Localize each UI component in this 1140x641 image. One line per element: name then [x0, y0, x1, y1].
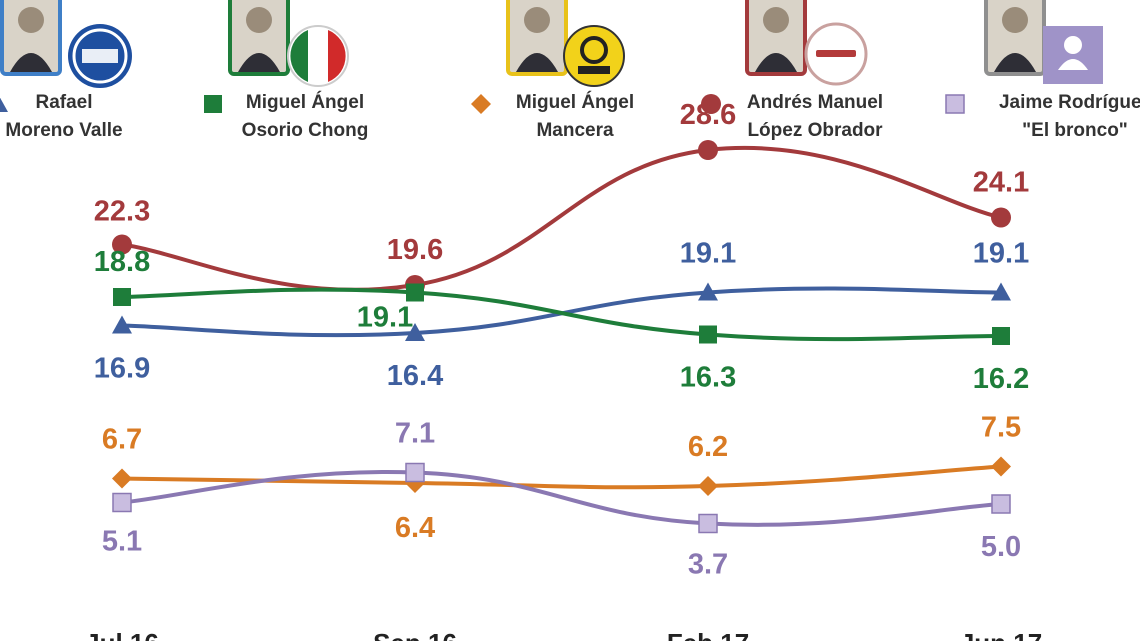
- series-line-prd: [120, 464, 1003, 490]
- photo-head-icon: [246, 7, 272, 33]
- pan-logo-band-icon: [82, 49, 118, 63]
- silhouette-body-icon: [1058, 59, 1088, 70]
- data-point-independiente-sep-16: [405, 462, 425, 483]
- prd-sun-icon: [580, 36, 608, 64]
- data-point-pan-jul-16: [112, 315, 132, 334]
- data-label-pri-jul-16: 18.8: [94, 246, 150, 278]
- silhouette-head-icon: [1064, 36, 1082, 54]
- legend-name-line2: Osorio Chong: [242, 120, 369, 141]
- data-point-pan-feb-17: [698, 282, 718, 301]
- legend-item-pri: Miguel Ángel Osorio Chong: [204, 0, 368, 141]
- legend: Rafael Moreno Valle Miguel Ángel Osorio Cho…: [0, 0, 1140, 141]
- data-point-independiente-feb-17: [698, 513, 718, 534]
- candidate-photo: [745, 0, 807, 76]
- prd-logo-icon: [563, 25, 625, 87]
- legend-name-line1: Miguel Ángel: [246, 91, 364, 113]
- x-tick-feb-17: Feb 17: [667, 628, 749, 641]
- data-label-prd-sep-16: 6.4: [395, 512, 435, 544]
- data-label-independiente-feb-17: 3.7: [688, 549, 728, 581]
- pri-red-icon: [328, 30, 346, 82]
- photo-head-icon: [524, 7, 550, 33]
- data-label-morena-feb-17: 28.6: [680, 99, 736, 131]
- data-point-pri-jul-16: [113, 288, 131, 306]
- legend-name-line1: Andrés Manuel: [747, 92, 883, 113]
- data-label-prd-feb-17: 6.2: [688, 431, 728, 463]
- legend-name-line1: Rafael: [35, 92, 92, 113]
- data-label-prd-jun-17: 7.5: [981, 412, 1021, 444]
- series-markers: [112, 140, 1011, 534]
- data-label-pan-sep-16: 16.4: [387, 360, 443, 392]
- legend-item-prd: Miguel Ángel Mancera: [471, 0, 634, 141]
- candidate-photo: [0, 0, 62, 76]
- legend-name-line1: Miguel Ángel: [516, 91, 634, 113]
- data-label-morena-jun-17: 24.1: [973, 167, 1029, 199]
- data-labels: 22.3 19.6 28.6 24.1 16.9 16.4 19.1 19.1 18.8 19.1…: [94, 99, 1029, 581]
- morena-wordmark-icon: [816, 50, 856, 57]
- independent-logo-icon: [1043, 26, 1103, 84]
- data-label-pri-jun-17: 16.2: [973, 363, 1029, 395]
- data-point-pri-sep-16: [406, 283, 424, 302]
- data-label-prd-jul-16: 6.7: [102, 424, 142, 456]
- legend-item-independiente: Jaime Rodríguez "El bronco": [945, 0, 1140, 141]
- pri-green-icon: [290, 30, 308, 82]
- data-label-morena-jul-16: 22.3: [94, 196, 150, 228]
- legend-item-pan: Rafael Moreno Valle: [0, 0, 132, 141]
- legend-name-line2: Moreno Valle: [5, 120, 122, 141]
- data-label-independiente-jun-17: 5.0: [981, 531, 1021, 563]
- legend-name-line2: Mancera: [536, 120, 614, 141]
- series-line-morena: [120, 145, 1003, 292]
- series-line-independiente: [120, 470, 1003, 527]
- prd-text-icon: [578, 66, 610, 74]
- legend-item-morena: Andrés Manuel López Obrador: [701, 0, 883, 141]
- data-point-pri-jun-17: [992, 327, 1010, 345]
- data-point-morena-feb-17: [698, 140, 718, 160]
- data-point-pan-jun-17: [991, 282, 1011, 301]
- data-label-pri-feb-17: 16.3: [680, 362, 736, 394]
- x-tick-jul-16: Jul 16: [85, 628, 159, 641]
- legend-marker-pri: [204, 95, 222, 113]
- x-axis-tick-labels: Jul 16 Sep 16 Feb 17 Jun 17: [85, 628, 1042, 641]
- data-point-prd-feb-17: [698, 476, 718, 496]
- photo-suit-icon: [516, 53, 558, 72]
- data-point-prd-jun-17: [991, 456, 1011, 477]
- legend-marker-prd: [471, 94, 491, 114]
- data-point-pri-feb-17: [699, 325, 717, 344]
- series-lines: [120, 145, 1003, 527]
- data-point-prd-jul-16: [112, 468, 132, 489]
- data-point-morena-jul-16: [112, 234, 132, 255]
- photo-suit-icon: [10, 53, 52, 72]
- data-label-morena-sep-16: 19.6: [387, 234, 443, 266]
- photo-head-icon: [1002, 7, 1028, 33]
- x-tick-sep-16: Sep 16: [373, 628, 457, 641]
- photo-head-icon: [18, 7, 44, 33]
- legend-marker-morena: [701, 94, 721, 114]
- legend-marker-independiente: [945, 94, 965, 114]
- data-label-pan-jul-16: 16.9: [94, 353, 150, 385]
- x-tick-jun-17: Jun 17: [960, 628, 1042, 641]
- data-point-morena-jun-17: [991, 207, 1011, 228]
- photo-suit-icon: [994, 53, 1036, 72]
- data-label-pri-sep-16: 19.1: [357, 302, 413, 334]
- legend-marker-pan: [0, 97, 8, 112]
- data-label-pan-jun-17: 19.1: [973, 238, 1029, 270]
- data-label-pan-feb-17: 19.1: [680, 238, 736, 270]
- candidate-photo: [228, 0, 290, 76]
- series-line-pri: [120, 287, 1003, 342]
- candidate-photo: [506, 0, 568, 76]
- data-point-independiente-jul-16: [112, 492, 132, 513]
- legend-name-line1: Jaime Rodríguez: [999, 92, 1140, 113]
- photo-suit-icon: [755, 53, 797, 72]
- legend-name-line2: "El bronco": [1022, 120, 1128, 141]
- photo-suit-icon: [238, 53, 280, 72]
- data-point-independiente-jun-17: [991, 494, 1011, 514]
- photo-head-icon: [763, 7, 789, 33]
- data-point-pan-sep-16: [405, 323, 425, 341]
- legend-name-line2: López Obrador: [747, 120, 883, 141]
- data-label-independiente-jul-16: 5.1: [102, 526, 142, 558]
- data-label-independiente-sep-16: 7.1: [395, 418, 435, 450]
- pan-logo-ring-icon: [72, 28, 128, 84]
